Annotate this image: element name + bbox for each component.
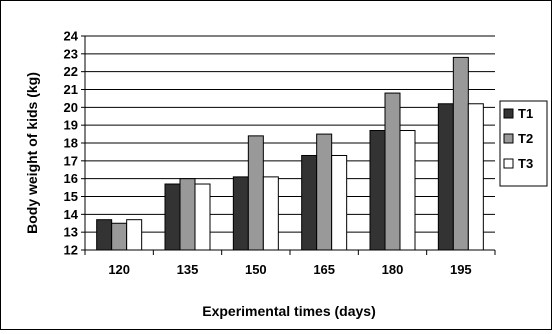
bar-t1-135 xyxy=(164,183,181,251)
y-axis-label: Body weight of kids (kg) xyxy=(24,72,40,234)
axes xyxy=(81,35,496,255)
bar-t3-120 xyxy=(126,219,143,251)
x-tick-labels: 120 135 150 165 180 195 xyxy=(108,262,471,277)
y-tick-label: 15 xyxy=(64,189,78,204)
bar-t3-180 xyxy=(399,130,416,251)
bar-t3-165 xyxy=(331,154,348,251)
legend-label-t3: T3 xyxy=(518,156,533,171)
legend-label-t2: T2 xyxy=(518,131,533,146)
bar-t2-165 xyxy=(316,133,333,251)
bar-t2-120 xyxy=(111,222,128,251)
y-tick-label: 23 xyxy=(64,46,78,61)
bar-t1-165 xyxy=(301,154,318,251)
bar-t3-150 xyxy=(262,176,279,251)
y-tick-label: 20 xyxy=(64,100,78,115)
bar-t2-135 xyxy=(179,178,196,251)
legend: T1 T2 T3 xyxy=(499,100,548,187)
y-tick-label: 18 xyxy=(64,136,78,151)
y-tick-label: 22 xyxy=(64,64,78,79)
x-tick-label: 120 xyxy=(108,262,130,277)
bar-t3-195 xyxy=(467,103,484,251)
bar-t2-195 xyxy=(452,56,469,251)
y-tick-label: 21 xyxy=(64,82,78,97)
x-tick-label: 180 xyxy=(382,262,404,277)
y-tick-labels: 12 13 14 15 16 17 18 19 20 21 22 23 24 xyxy=(64,29,79,258)
y-tick-label: 12 xyxy=(64,243,78,258)
y-tick-label: 17 xyxy=(64,153,78,168)
bar-t1-195 xyxy=(437,103,454,251)
x-tick-label: 165 xyxy=(313,262,335,277)
bar-t2-150 xyxy=(247,135,264,251)
x-axis-label: Experimental times (days) xyxy=(202,303,376,319)
gridlines xyxy=(85,35,495,233)
bar-t3-135 xyxy=(194,183,211,251)
bar-t2-180 xyxy=(384,92,401,251)
x-tick-label: 195 xyxy=(450,262,472,277)
legend-label-t1: T1 xyxy=(518,106,533,121)
x-tick-label: 150 xyxy=(245,262,267,277)
y-tick-label: 16 xyxy=(64,171,78,186)
y-tick-label: 13 xyxy=(64,225,78,240)
bar-t1-180 xyxy=(369,130,386,251)
bars xyxy=(96,56,484,251)
y-tick-label: 14 xyxy=(64,207,79,222)
legend-swatch-t2 xyxy=(503,133,514,144)
bar-t1-150 xyxy=(232,176,249,251)
y-tick-label: 19 xyxy=(64,118,78,133)
x-tick-label: 135 xyxy=(177,262,199,277)
legend-swatch-t3 xyxy=(503,158,514,169)
bar-t1-120 xyxy=(96,219,113,251)
legend-swatch-t1 xyxy=(503,108,514,119)
y-tick-label: 24 xyxy=(64,29,79,44)
